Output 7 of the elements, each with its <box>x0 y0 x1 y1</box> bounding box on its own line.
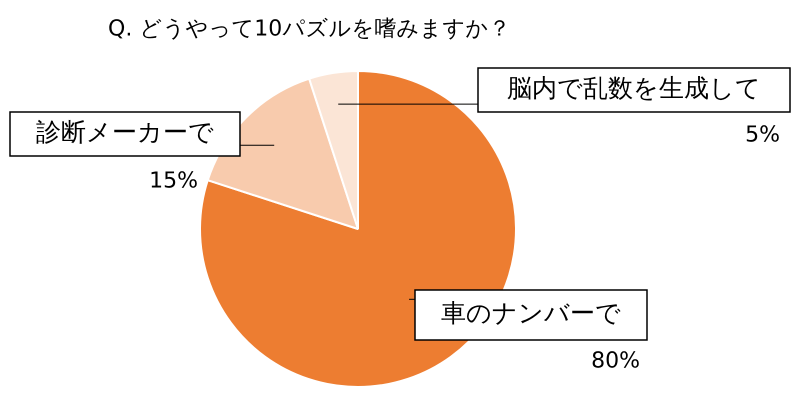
data-label: 15% <box>149 168 198 194</box>
data-label: 5% <box>745 122 780 148</box>
slice-label: 車のナンバーで <box>441 298 621 328</box>
slice-label: 脳内で乱数を生成して <box>507 74 761 102</box>
slice-label: 診断メーカーで <box>36 118 214 146</box>
data-label: 80% <box>591 348 640 374</box>
chart-title: Q. どうやって10パズルを嗜みますか？ <box>108 16 510 42</box>
